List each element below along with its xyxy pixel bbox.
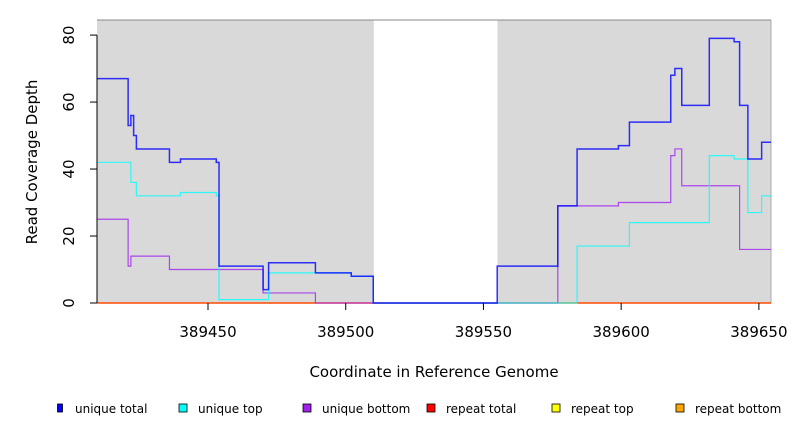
legend-label: unique top xyxy=(198,402,263,416)
x-tick-label: 389500 xyxy=(317,323,374,341)
x-tick-label: 389450 xyxy=(179,323,236,341)
legend-label: repeat top xyxy=(571,402,634,416)
y-tick-label: 0 xyxy=(60,298,78,308)
legend-swatch xyxy=(675,403,685,413)
y-tick-label: 80 xyxy=(60,26,78,45)
legend-label: repeat bottom xyxy=(695,402,781,416)
y-tick-label: 20 xyxy=(60,226,78,245)
series-line-unique-total xyxy=(97,37,771,304)
legend-label: repeat total xyxy=(446,402,516,416)
shaded-region xyxy=(497,20,771,303)
x-axis-label: Coordinate in Reference Genome xyxy=(309,363,558,381)
y-tick-label: 60 xyxy=(60,93,78,112)
legend-swatch xyxy=(57,403,63,413)
legend-swatch xyxy=(426,403,436,413)
legend-swatch xyxy=(302,403,312,413)
x-tick-label: 389650 xyxy=(730,323,787,341)
shaded-region xyxy=(97,20,374,303)
y-tick-label: 40 xyxy=(60,159,78,178)
legend-label: unique total xyxy=(75,402,147,416)
legend-swatch xyxy=(178,403,188,413)
legend-swatch xyxy=(551,403,561,413)
plot-background xyxy=(97,19,772,303)
axes: 0 20 40 60 80 389450 389500 389550 389600 389650 xyxy=(60,26,788,341)
legend-label: unique bottom xyxy=(322,402,410,416)
x-tick-label: 389600 xyxy=(593,323,650,341)
legend: unique total unique top unique bottom repea… xyxy=(57,402,781,416)
series-lines xyxy=(97,37,771,304)
x-tick-label: 389550 xyxy=(455,323,512,341)
y-axis-label: Read Coverage Depth xyxy=(23,80,41,245)
